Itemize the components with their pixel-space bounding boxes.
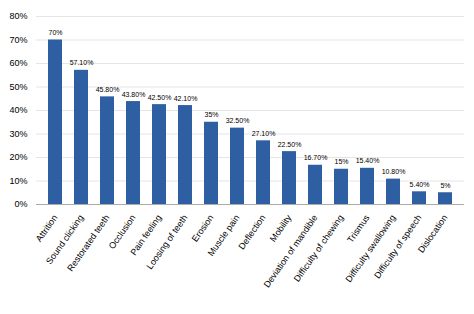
svg-text:27.10%: 27.10% xyxy=(252,130,276,137)
svg-text:Deflection: Deflection xyxy=(236,213,267,252)
svg-text:Sound clicking: Sound clicking xyxy=(44,212,86,267)
svg-text:10.80%: 10.80% xyxy=(382,168,406,175)
svg-text:Restorated teeth: Restorated teeth xyxy=(65,213,111,273)
svg-text:60%: 60% xyxy=(9,58,27,68)
svg-text:Difficulty swallowing: Difficulty swallowing xyxy=(343,212,398,284)
svg-text:42.10%: 42.10% xyxy=(174,95,198,102)
svg-text:Dislocation: Dislocation xyxy=(416,213,449,255)
svg-text:16.70%: 16.70% xyxy=(304,154,328,161)
svg-text:15%: 15% xyxy=(334,158,348,165)
svg-text:0%: 0% xyxy=(14,199,27,209)
svg-text:Occlusion: Occlusion xyxy=(106,212,138,251)
svg-text:43.80%: 43.80% xyxy=(122,91,146,98)
svg-text:70%: 70% xyxy=(9,35,27,45)
svg-text:Difficulty of speech: Difficulty of speech xyxy=(372,213,423,280)
svg-text:20%: 20% xyxy=(9,152,27,162)
svg-text:40%: 40% xyxy=(9,105,27,115)
svg-text:30%: 30% xyxy=(9,129,27,139)
svg-text:Trismus: Trismus xyxy=(345,212,372,244)
svg-text:5%: 5% xyxy=(440,182,450,189)
svg-text:15.40%: 15.40% xyxy=(356,157,380,164)
svg-text:35%: 35% xyxy=(204,111,218,118)
svg-text:Deviation of mandible: Deviation of mandible xyxy=(261,212,320,290)
svg-text:Muscle pain: Muscle pain xyxy=(206,213,242,258)
svg-text:32.50%: 32.50% xyxy=(226,117,250,124)
svg-text:50%: 50% xyxy=(9,82,27,92)
svg-text:Difficulty of chewing: Difficulty of chewing xyxy=(292,213,346,284)
svg-text:45.80%: 45.80% xyxy=(96,86,120,93)
svg-text:Erosion: Erosion xyxy=(190,213,216,244)
svg-text:10%: 10% xyxy=(9,176,27,186)
svg-text:Pain feeling: Pain feeling xyxy=(128,212,164,258)
svg-text:Loosing of teeth: Loosing of teeth xyxy=(145,213,190,271)
svg-text:5.40%: 5.40% xyxy=(410,181,430,188)
svg-text:57.10%: 57.10% xyxy=(70,59,94,66)
svg-text:70%: 70% xyxy=(48,29,62,36)
svg-text:80%: 80% xyxy=(9,11,27,21)
svg-text:42.50%: 42.50% xyxy=(148,94,172,101)
svg-text:22.50%: 22.50% xyxy=(278,141,302,148)
svg-text:Attrition: Attrition xyxy=(34,213,60,244)
svg-text:Mobility: Mobility xyxy=(268,212,294,243)
